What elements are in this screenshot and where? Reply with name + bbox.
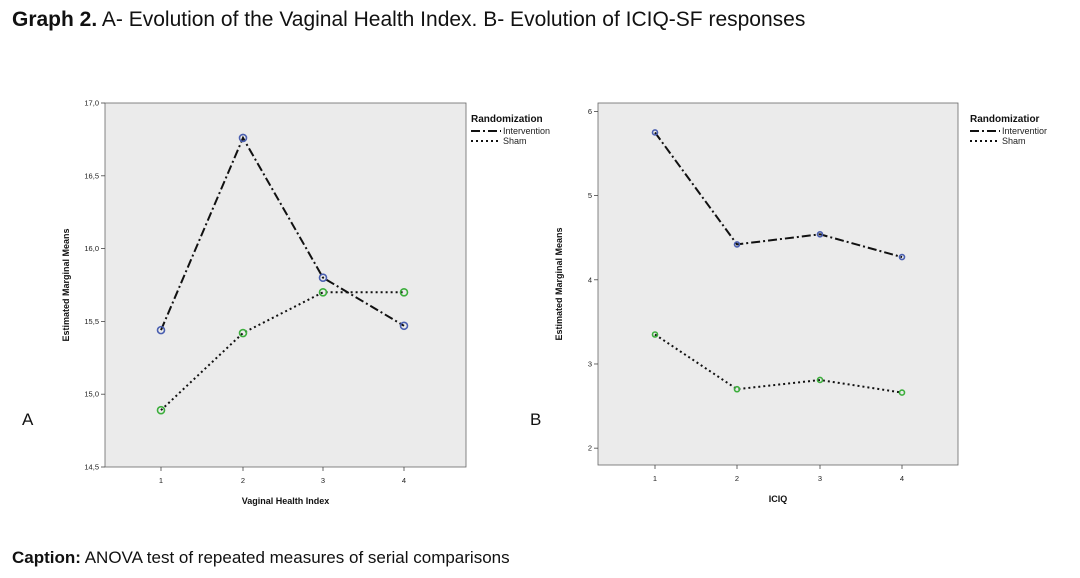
chart-b-x-tick-label: 1: [653, 474, 657, 483]
panel-label-b: B: [530, 410, 542, 429]
chart-a-series-line-intervention: [160, 135, 405, 331]
chart-a-y-tick-label: 14,5: [84, 463, 99, 472]
chart-a-data-point: [399, 287, 409, 297]
chart-a-series-line-sham: [160, 291, 404, 411]
chart-b-x-axis-label: ICIQ: [769, 494, 788, 504]
chart-b-plot-area: [597, 102, 959, 466]
figure-title: Graph 2. A- Evolution of the Vaginal Hea…: [12, 8, 805, 32]
chart-a-legend-entry: Intervention: [503, 126, 550, 136]
chart-a-data-point: [156, 405, 166, 415]
chart-a-y-tick-label: 16,5: [84, 171, 99, 180]
chart-a-x-tick-label: 3: [321, 476, 325, 485]
chart-b-series-line-intervention: [654, 131, 903, 259]
chart-a-x-tick-label: 4: [402, 476, 406, 485]
chart-a-data-point: [156, 325, 166, 335]
chart-a-legend-entry: Sham: [503, 136, 527, 146]
chart-a-data-point: [318, 273, 328, 283]
chart-b-data-point: [816, 376, 824, 384]
chart-b-data-point: [816, 231, 824, 238]
figure-title-text: A- Evolution of the Vaginal Health Index…: [97, 8, 806, 31]
figure-title-bold: Graph 2.: [12, 8, 98, 31]
chart-b-x-tick-label: 4: [900, 474, 904, 483]
chart-a-y-tick-label: 15,5: [84, 317, 99, 326]
chart-b-data-point: [651, 129, 659, 136]
chart-b-legend-title: Randomizatior: [970, 114, 1040, 125]
chart-a-y-tick-label: 17,0: [84, 99, 99, 108]
chart-b-data-point: [898, 389, 906, 396]
chart-b-x-tick-label: 3: [818, 474, 822, 483]
chart-b-x-tick-label: 2: [735, 474, 739, 483]
panel-label-a: A: [22, 410, 34, 429]
figure-caption: Caption: ANOVA test of repeated measures…: [12, 548, 510, 568]
chart-a-y-tick-label: 16,0: [84, 244, 99, 253]
chart-b-data-point: [733, 241, 741, 248]
caption-bold: Caption:: [12, 548, 81, 567]
chart-b-y-axis-label: Estimated Marginal Means: [554, 227, 564, 340]
caption-text: ANOVA test of repeated measures of seria…: [80, 548, 510, 567]
chart-a-legend-title: Randomization: [471, 114, 543, 125]
chart-a-x-axis-label: Vaginal Health Index: [242, 496, 330, 506]
chart-a-data-point: [238, 133, 248, 143]
chart-a-data-point: [238, 328, 248, 338]
chart-b-legend-entry: Interventior: [1002, 126, 1047, 136]
chart-a-y-axis-label: Estimated Marginal Means: [61, 228, 71, 341]
chart-b-legend-entry: Sham: [1002, 136, 1026, 146]
chart-b-y-tick-label: 4: [588, 275, 592, 284]
chart-a-x-tick-label: 1: [159, 476, 163, 485]
chart-a-data-point: [399, 321, 409, 331]
chart-a-x-tick-label: 2: [241, 476, 245, 485]
chart-b-series-line-sham: [654, 333, 903, 394]
chart-b-y-tick-label: 2: [588, 444, 592, 453]
chart-b-data-point: [733, 385, 741, 393]
chart-a-y-tick-label: 15,0: [84, 390, 99, 399]
chart-b-data-point: [651, 331, 659, 338]
chart-a-data-point: [318, 287, 328, 297]
chart-b-y-tick-label: 6: [588, 107, 592, 116]
chart-b-y-tick-label: 3: [588, 359, 592, 368]
chart-b-y-tick-label: 5: [588, 191, 592, 200]
chart-b-data-point: [898, 253, 906, 261]
